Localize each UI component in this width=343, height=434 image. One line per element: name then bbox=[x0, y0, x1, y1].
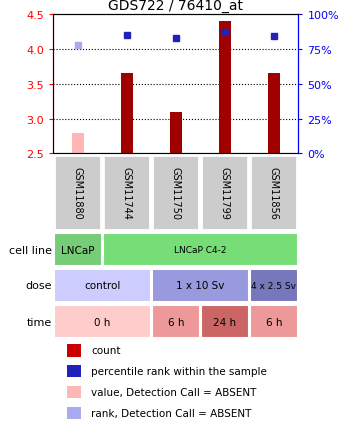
Text: 4 x 2.5 Sv: 4 x 2.5 Sv bbox=[251, 281, 296, 290]
Title: GDS722 / 76410_at: GDS722 / 76410_at bbox=[108, 0, 243, 13]
Text: rank, Detection Call = ABSENT: rank, Detection Call = ABSENT bbox=[91, 408, 251, 418]
Text: 24 h: 24 h bbox=[213, 317, 236, 327]
Text: control: control bbox=[84, 281, 120, 291]
FancyBboxPatch shape bbox=[103, 233, 298, 266]
Bar bbox=[72, 133, 84, 154]
Text: count: count bbox=[91, 346, 120, 355]
FancyBboxPatch shape bbox=[54, 156, 101, 230]
Text: 6 h: 6 h bbox=[167, 317, 184, 327]
FancyBboxPatch shape bbox=[152, 269, 249, 302]
FancyBboxPatch shape bbox=[54, 305, 151, 339]
FancyBboxPatch shape bbox=[250, 305, 298, 339]
FancyBboxPatch shape bbox=[54, 233, 102, 266]
FancyBboxPatch shape bbox=[201, 156, 248, 230]
Text: GSM11880: GSM11880 bbox=[73, 167, 83, 220]
Text: LNCaP C4-2: LNCaP C4-2 bbox=[174, 246, 227, 254]
Bar bbox=[268, 74, 280, 154]
Bar bbox=[219, 22, 231, 154]
Bar bbox=[121, 74, 133, 154]
Text: 0 h: 0 h bbox=[94, 317, 110, 327]
Text: GSM11856: GSM11856 bbox=[269, 167, 279, 220]
FancyBboxPatch shape bbox=[103, 156, 150, 230]
Text: percentile rank within the sample: percentile rank within the sample bbox=[91, 367, 267, 376]
Text: value, Detection Call = ABSENT: value, Detection Call = ABSENT bbox=[91, 388, 256, 397]
Text: cell line: cell line bbox=[9, 245, 52, 255]
FancyBboxPatch shape bbox=[250, 156, 297, 230]
Text: 6 h: 6 h bbox=[265, 317, 282, 327]
Text: time: time bbox=[27, 317, 52, 327]
Text: GSM11750: GSM11750 bbox=[171, 167, 181, 220]
FancyBboxPatch shape bbox=[152, 156, 199, 230]
Text: GSM11744: GSM11744 bbox=[122, 167, 132, 220]
Text: GSM11799: GSM11799 bbox=[220, 167, 230, 220]
Text: 1 x 10 Sv: 1 x 10 Sv bbox=[176, 281, 225, 291]
FancyBboxPatch shape bbox=[201, 305, 249, 339]
FancyBboxPatch shape bbox=[250, 269, 298, 302]
Text: LNCaP: LNCaP bbox=[61, 245, 94, 255]
Bar bbox=[170, 112, 182, 154]
FancyBboxPatch shape bbox=[152, 305, 200, 339]
Text: dose: dose bbox=[26, 281, 52, 291]
FancyBboxPatch shape bbox=[54, 269, 151, 302]
